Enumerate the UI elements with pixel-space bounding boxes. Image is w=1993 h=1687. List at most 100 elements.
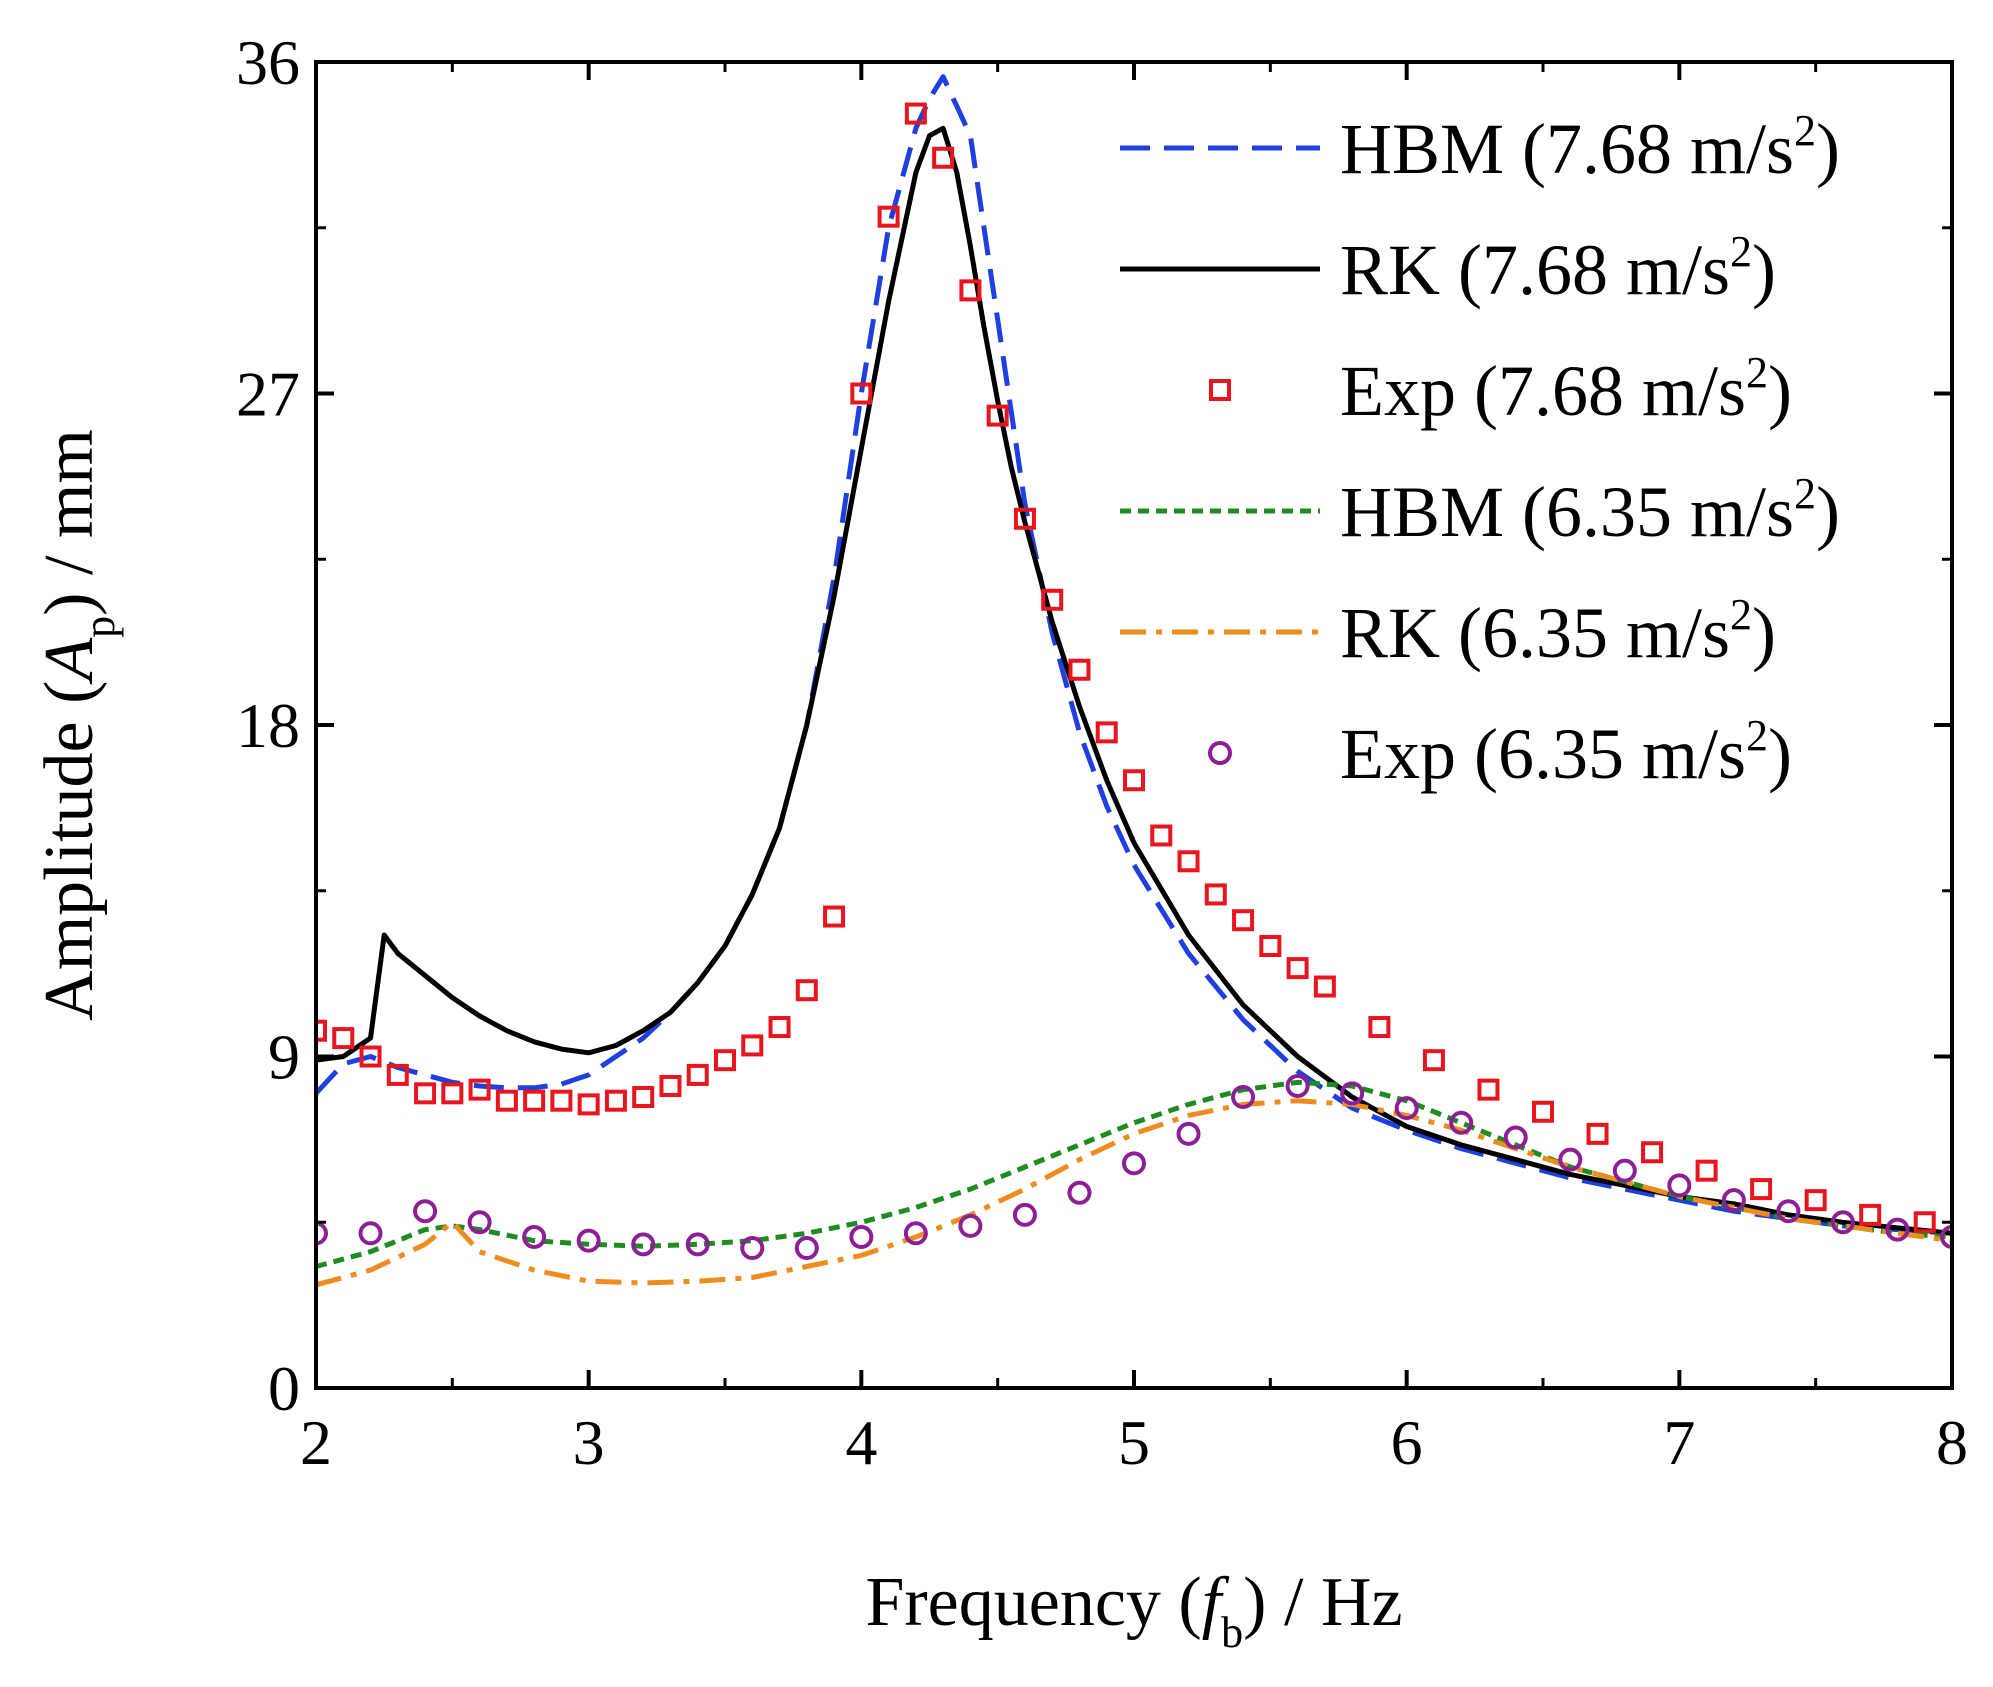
- data-point: [1177, 850, 1200, 873]
- data-point: [1394, 1096, 1419, 1121]
- legend-item: HBM (6.35 m/s2): [1120, 469, 1840, 552]
- data-point: [359, 1045, 382, 1068]
- plot-series-layer: [316, 74, 1952, 1288]
- data-point: [414, 1082, 437, 1105]
- series-0: [316, 74, 1952, 1236]
- data-point: [1286, 957, 1309, 980]
- data-point: [1231, 1085, 1256, 1110]
- data-point: [467, 1210, 492, 1235]
- legend-item: RK (7.68 m/s2): [1120, 227, 1776, 310]
- data-point: [386, 1063, 409, 1086]
- data-point: [1013, 507, 1036, 530]
- legend-label: RK (7.68 m/s2): [1340, 227, 1776, 310]
- data-point: [1150, 824, 1173, 847]
- data-point: [576, 1228, 601, 1253]
- x-tick-label: 3: [573, 1407, 605, 1478]
- data-point: [468, 1078, 491, 1101]
- data-point: [932, 146, 955, 169]
- data-point: [1721, 1188, 1746, 1213]
- data-point: [1285, 1073, 1310, 1098]
- data-point: [1695, 1159, 1718, 1182]
- data-point: [1122, 1151, 1146, 1176]
- axis-ticks: [314, 60, 1954, 1390]
- data-point: [1776, 1199, 1801, 1224]
- data-point: [849, 1224, 874, 1249]
- data-point: [522, 1224, 547, 1249]
- data-point: [577, 1093, 600, 1116]
- data-point: [604, 1089, 627, 1112]
- data-point: [332, 1027, 355, 1050]
- data-point: [959, 279, 982, 302]
- series-line: [316, 74, 1952, 1236]
- series-line: [316, 125, 1952, 1236]
- data-point: [714, 1049, 736, 1072]
- legend-marker-sample: [1209, 379, 1231, 401]
- data-point: [632, 1086, 655, 1109]
- data-point: [1095, 721, 1118, 744]
- legend-item: RK (6.35 m/s2): [1120, 590, 1776, 673]
- data-point: [823, 905, 846, 928]
- data-point: [877, 205, 900, 228]
- data-point: [523, 1089, 546, 1112]
- data-point: [1885, 1217, 1910, 1242]
- x-axis-title: Frequency (fb) / Hz: [865, 1564, 1402, 1657]
- legend-label: HBM (6.35 m/s2): [1340, 469, 1840, 552]
- x-tick-label: 2: [300, 1407, 332, 1478]
- data-point: [904, 102, 927, 125]
- data-point: [1503, 1125, 1528, 1150]
- chart-legend: HBM (7.68 m/s2) RK (7.68 m/s2) Exp (7.68 m…: [1120, 106, 1840, 794]
- data-point: [1477, 1078, 1500, 1101]
- x-tick-label: 5: [1118, 1407, 1150, 1478]
- data-point: [1586, 1122, 1609, 1145]
- data-point: [1913, 1211, 1936, 1234]
- data-point: [1067, 1180, 1092, 1205]
- data-point: [1859, 1203, 1882, 1226]
- data-point: [850, 382, 873, 405]
- data-point: [358, 1221, 383, 1246]
- data-point: [1313, 975, 1336, 998]
- data-point: [686, 1063, 709, 1086]
- data-point: [1123, 769, 1145, 792]
- data-point: [1176, 1121, 1201, 1146]
- data-point: [1612, 1158, 1637, 1183]
- legend-item: Exp (6.35 m/s2): [1208, 711, 1792, 794]
- data-point: [741, 1034, 764, 1057]
- data-point: [958, 1213, 983, 1238]
- data-point: [631, 1232, 656, 1257]
- data-point: [1667, 1173, 1692, 1198]
- data-point: [1940, 1224, 1952, 1249]
- data-point: [316, 1019, 327, 1042]
- data-point: [1232, 909, 1255, 932]
- data-point: [316, 1221, 328, 1246]
- data-point: [1368, 1016, 1391, 1039]
- x-tick-label: 8: [1936, 1407, 1968, 1478]
- legend-label: RK (6.35 m/s2): [1340, 590, 1776, 673]
- data-point: [794, 1236, 819, 1261]
- data-point: [768, 1016, 791, 1039]
- data-point: [1259, 935, 1282, 957]
- data-point: [1422, 1049, 1445, 1072]
- data-point: [1449, 1110, 1474, 1135]
- data-point: [1340, 1081, 1365, 1106]
- data-point: [495, 1089, 518, 1112]
- legend-label: HBM (7.68 m/s2): [1340, 106, 1840, 189]
- x-tick-label: 6: [1391, 1407, 1423, 1478]
- y-tick-label: 27: [236, 359, 300, 430]
- legend-label: Exp (6.35 m/s2): [1340, 711, 1792, 794]
- legend-label: Exp (7.68 m/s2): [1340, 348, 1792, 431]
- legend-item: HBM (7.68 m/s2): [1120, 106, 1840, 189]
- series-4: [316, 1098, 1952, 1288]
- data-point: [1012, 1202, 1037, 1227]
- data-point: [550, 1089, 573, 1112]
- data-point: [986, 404, 1009, 427]
- data-point: [795, 979, 818, 1002]
- y-axis-title: Amplitude (Ap) / mm: [31, 429, 124, 1021]
- data-point: [740, 1236, 765, 1261]
- data-point: [1830, 1210, 1855, 1235]
- data-point: [1068, 658, 1091, 681]
- x-tick-label: 4: [845, 1407, 877, 1478]
- data-point: [413, 1199, 438, 1224]
- data-point: [903, 1221, 928, 1246]
